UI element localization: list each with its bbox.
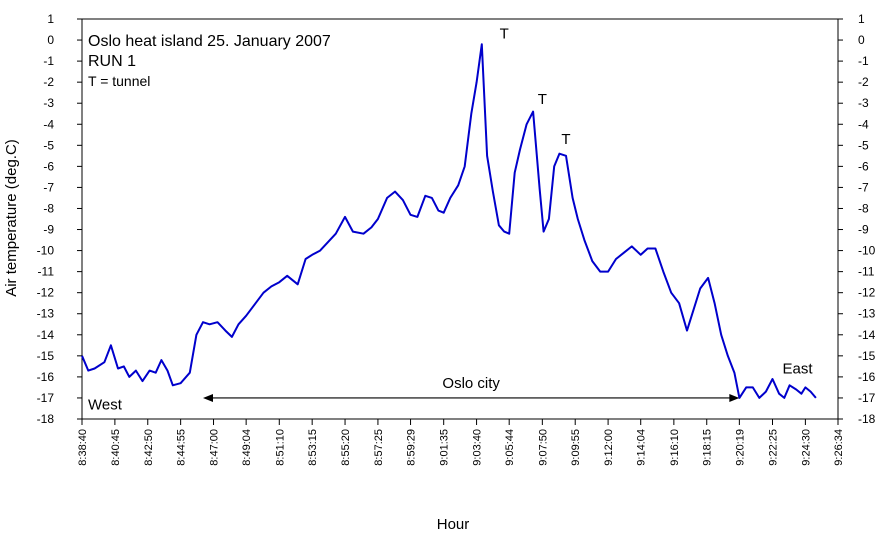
y-tick-label: -1 xyxy=(43,54,54,68)
y-tick-label-right: -9 xyxy=(858,223,869,237)
x-tick-label: 9:09:55 xyxy=(570,429,582,466)
x-tick-label: 8:57:25 xyxy=(373,429,385,466)
y-ticks-left: 1 0 -1 -2 -3 -4 -5 -6 -7 -8 -9 -10 -11 -12 -13 -14 -15 -1… xyxy=(37,12,82,426)
x-ticks: 8:38:40 8:40:45 8:42:50 8:44:55 8:47:00 8:49:… xyxy=(77,419,845,466)
x-tick-label: 9:05:44 xyxy=(504,429,516,466)
y-tick-label: -8 xyxy=(43,201,54,215)
y-ticks-right: 1 0 -1 -2 -3 -4 -5 -6 -7 -8 -9 -10 -11 -12 -13 -14 -15 -1… xyxy=(838,12,876,426)
y-tick-label-right: -3 xyxy=(858,96,869,110)
y-tick-label-right: -7 xyxy=(858,180,869,194)
x-tick-label: 8:47:00 xyxy=(209,429,221,466)
y-tick-label: -9 xyxy=(43,223,54,237)
x-tick-label: 9:22:25 xyxy=(768,429,780,466)
west-label: West xyxy=(88,396,123,413)
y-tick-label-right: -11 xyxy=(858,265,875,279)
y-tick-label-right: -12 xyxy=(858,286,876,300)
y-tick-label-right: -14 xyxy=(858,328,876,342)
city-span-label: Oslo city xyxy=(442,375,500,392)
x-axis-label: Hour xyxy=(437,516,470,533)
tunnel-mark-label: T xyxy=(500,26,509,43)
x-tick-label: 9:03:40 xyxy=(472,429,484,466)
chart-subtitle: RUN 1 xyxy=(88,53,136,70)
y-tick-label: 0 xyxy=(47,33,54,47)
x-tick-label: 9:18:15 xyxy=(702,429,714,466)
chart-title: Oslo heat island 25. January 2007 xyxy=(88,33,331,50)
y-tick-label: -11 xyxy=(38,265,55,279)
x-tick-label: 8:53:15 xyxy=(307,429,319,466)
x-tick-label: 9:26:34 xyxy=(833,429,845,466)
x-tick-label: 8:55:20 xyxy=(340,429,352,466)
x-tick-label: 9:01:35 xyxy=(439,429,451,466)
y-tick-label: -12 xyxy=(37,286,55,300)
y-tick-label-right: -10 xyxy=(858,244,876,258)
x-tick-label: 9:07:50 xyxy=(537,429,549,466)
y-tick-label-right: -6 xyxy=(858,159,869,173)
y-tick-label: -3 xyxy=(43,96,54,110)
city-span-arrowhead-left xyxy=(203,393,214,402)
x-tick-label: 9:20:19 xyxy=(734,429,746,466)
x-tick-label: 8:40:45 xyxy=(110,429,122,466)
y-tick-label-right: -8 xyxy=(858,201,869,215)
y-tick-label-right: 1 xyxy=(858,12,865,26)
tunnel-mark-label: T xyxy=(538,91,547,108)
x-tick-label: 8:44:55 xyxy=(176,429,188,466)
y-tick-label: -15 xyxy=(37,349,55,363)
x-tick-label: 9:14:04 xyxy=(636,429,648,466)
x-tick-label: 9:24:30 xyxy=(800,429,812,466)
y-tick-label-right: -4 xyxy=(858,117,869,131)
x-tick-label: 8:59:29 xyxy=(406,429,418,466)
y-tick-label-right: -2 xyxy=(858,75,869,89)
y-tick-label: -17 xyxy=(37,391,55,405)
x-tick-label: 8:49:04 xyxy=(241,429,253,466)
y-tick-label-right: -13 xyxy=(858,307,876,321)
y-tick-label: -6 xyxy=(43,159,54,173)
x-tick-label: 8:38:40 xyxy=(77,429,89,466)
east-label: East xyxy=(782,360,813,377)
temperature-series-line xyxy=(81,43,817,399)
y-tick-label-right: -15 xyxy=(858,349,876,363)
x-tick-label: 8:51:10 xyxy=(274,429,286,466)
y-tick-label: -14 xyxy=(37,328,55,342)
tunnel-note: T = tunnel xyxy=(88,73,150,89)
y-axis-label: Air temperature (deg.C) xyxy=(3,139,20,297)
city-span-arrowhead-right xyxy=(729,393,740,402)
y-tick-label-right: -18 xyxy=(858,412,876,426)
y-tick-label: -18 xyxy=(37,412,55,426)
plot-frame xyxy=(81,18,839,420)
y-tick-label: -16 xyxy=(37,370,55,384)
y-tick-label: -10 xyxy=(37,244,55,258)
y-tick-label: -5 xyxy=(43,138,54,152)
y-tick-label-right: -16 xyxy=(858,370,876,384)
y-tick-label-right: -17 xyxy=(858,391,876,405)
x-tick-label: 9:16:10 xyxy=(669,429,681,466)
y-tick-label: -7 xyxy=(43,180,54,194)
y-tick-label-right: 0 xyxy=(858,33,865,47)
y-tick-label: -2 xyxy=(43,75,54,89)
tunnel-mark-label: T xyxy=(561,131,570,148)
y-tick-label: -13 xyxy=(37,307,55,321)
x-tick-label: 8:42:50 xyxy=(143,429,155,466)
y-tick-label: -4 xyxy=(43,117,54,131)
x-tick-label: 9:12:00 xyxy=(603,429,615,466)
annotations: T T T West East Oslo city xyxy=(88,26,813,414)
y-tick-label-right: -1 xyxy=(858,54,869,68)
y-tick-label: 1 xyxy=(47,12,54,26)
y-tick-label-right: -5 xyxy=(858,138,869,152)
